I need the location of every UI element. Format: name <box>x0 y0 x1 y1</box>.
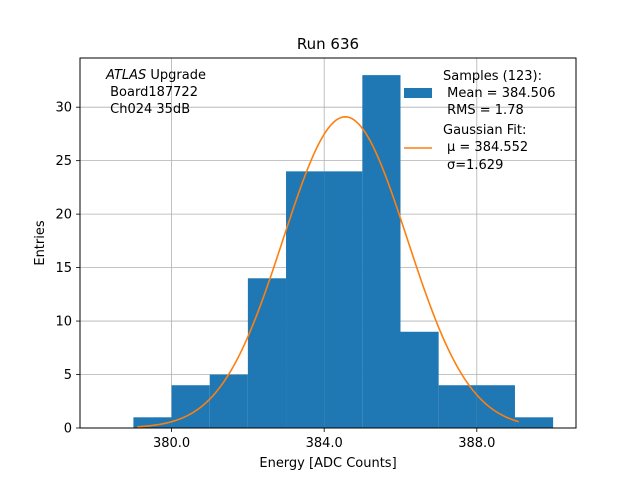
histogram-bar <box>171 385 210 428</box>
legend-fit-line-2: μ = 384.552 <box>447 140 528 155</box>
y-axis-ticks: 0 5 10 15 20 25 30 <box>55 101 80 437</box>
x-tick-label: 388.0 <box>458 436 495 451</box>
legend-samples-line-1: Samples (123): <box>443 69 542 84</box>
gaussian-fit-curve <box>137 116 519 428</box>
histogram-bar <box>133 417 172 428</box>
y-tick-label: 20 <box>55 208 72 223</box>
legend-samples-line-3: RMS = 1.78 <box>443 103 524 118</box>
plot-frame <box>79 57 577 429</box>
histogram-bar <box>476 385 515 428</box>
histogram-bar <box>438 385 477 428</box>
annotation-line-2: Board187722 <box>106 85 198 100</box>
chart-title: Run 636 <box>297 35 359 53</box>
annotation-line-3: Ch024 35dB <box>106 102 190 117</box>
x-tick-label: 384.0 <box>306 436 343 451</box>
annotation-upgrade: Upgrade <box>146 68 206 83</box>
histogram-bar <box>209 374 248 428</box>
y-axis-label: Entries <box>33 220 48 266</box>
legend-samples-line-2: Mean = 384.506 <box>443 86 555 101</box>
x-tick-label: 380.0 <box>153 436 190 451</box>
histogram-bar <box>247 278 287 428</box>
atlas-annotation: ATLAS Upgrade Board187722 Ch024 35dB <box>105 68 206 117</box>
legend-samples-swatch <box>404 88 432 98</box>
x-axis-ticks: 380.0 384.0 388.0 <box>153 428 495 451</box>
histogram-bar <box>400 331 439 428</box>
annotation-atlas: ATLAS <box>105 68 146 83</box>
x-axis-label: Energy [ADC Counts] <box>259 456 396 471</box>
y-tick-label: 25 <box>55 154 72 169</box>
legend: Samples (123): Mean = 384.506 RMS = 1.78… <box>404 69 555 173</box>
legend-fit-line-3: σ=1.629 <box>447 158 503 173</box>
y-tick-label: 15 <box>55 261 72 276</box>
histogram-bar <box>514 417 554 428</box>
histogram-bars <box>133 75 554 428</box>
y-tick-label: 10 <box>55 315 72 330</box>
histogram-bar <box>286 171 325 428</box>
histogram-bar <box>324 171 363 428</box>
legend-fit-line-1: Gaussian Fit: <box>443 123 526 138</box>
histogram-bar <box>362 75 401 428</box>
y-tick-label: 30 <box>55 101 72 116</box>
y-tick-label: 0 <box>64 422 72 437</box>
annotation-line-1: ATLAS Upgrade <box>105 68 206 83</box>
y-tick-label: 5 <box>64 368 72 383</box>
